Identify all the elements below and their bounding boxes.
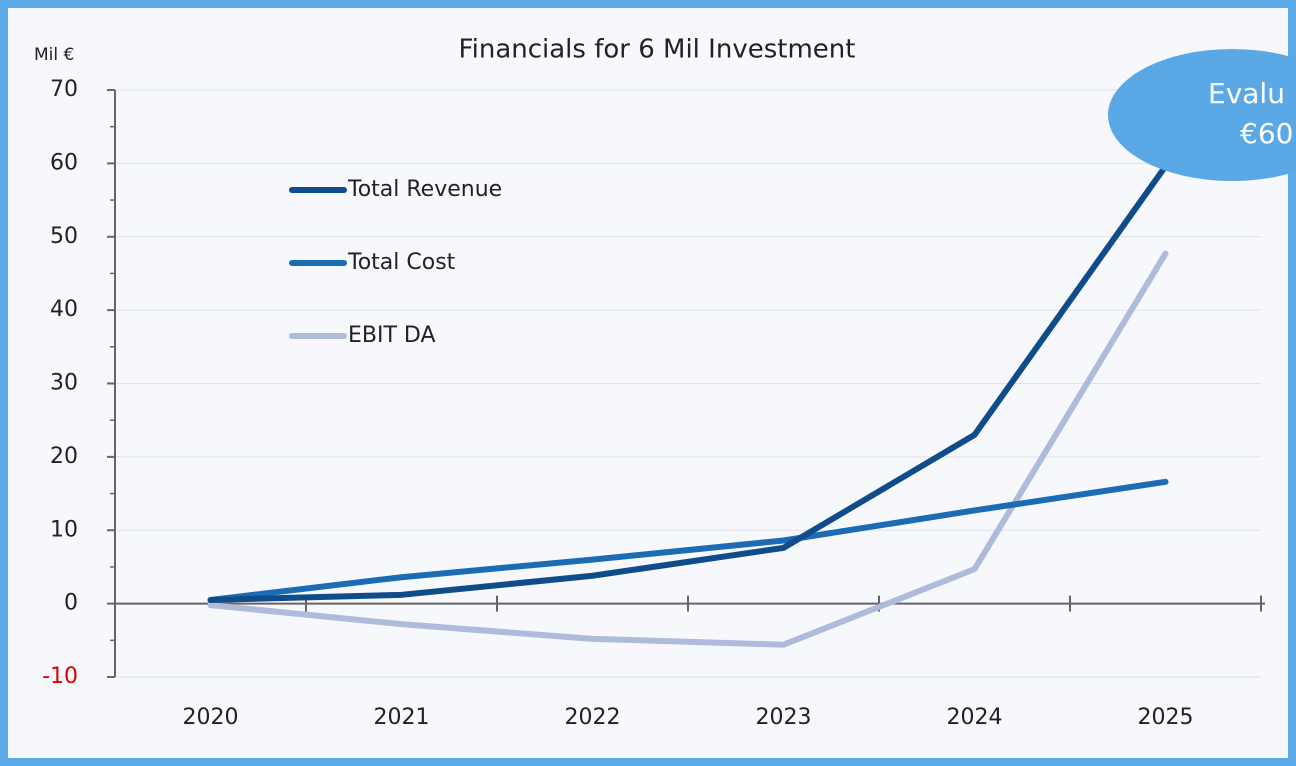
x-tick-label: 2022 [565, 705, 621, 730]
y-tick-label: 50 [50, 224, 78, 249]
legend-label: EBIT DA [348, 323, 436, 348]
y-tick-label: 40 [50, 297, 78, 322]
annotation-text: €60 [1240, 117, 1293, 150]
y-tick-label: -10 [42, 664, 78, 689]
x-tick-label: 2023 [756, 705, 812, 730]
x-tick-label: 2025 [1138, 705, 1194, 730]
y-tick-label: 60 [50, 150, 78, 175]
y-tick-label: 0 [64, 591, 78, 616]
series-line [207, 250, 1169, 648]
x-tick-label: 2024 [947, 705, 1003, 730]
annotation-text: Evalu [1208, 77, 1285, 110]
legend-label: Total Revenue [347, 177, 502, 202]
legend-label: Total Cost [347, 250, 456, 275]
y-tick-label: 70 [50, 77, 78, 102]
series-line [207, 478, 1169, 603]
y-axis-label: Mil € [34, 45, 74, 65]
x-tick-label: 2020 [183, 705, 239, 730]
y-tick-label: 10 [50, 517, 78, 542]
annotation-bubble [1108, 49, 1296, 181]
y-tick-label: 20 [50, 444, 78, 469]
x-tick-label: 2021 [374, 705, 430, 730]
series-line [207, 163, 1169, 603]
chart-title: Financials for 6 Mil Investment [459, 35, 856, 65]
y-tick-label: 30 [50, 371, 78, 396]
